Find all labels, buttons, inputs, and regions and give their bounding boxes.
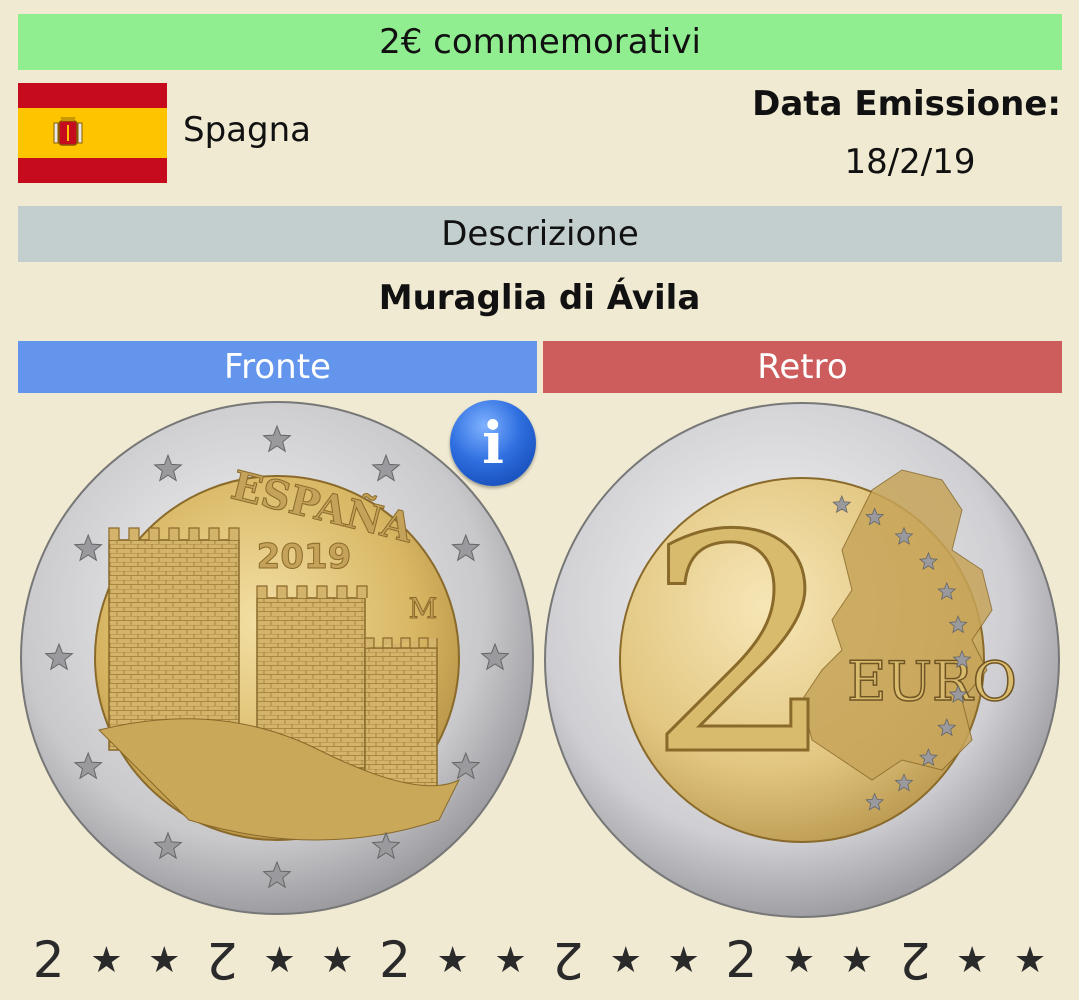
edge-star-icon: ★ bbox=[494, 939, 527, 981]
coin-edge-inscription: 2 ★ ★ 2 ★ ★ 2 ★ ★ 2 ★ ★ 2 ★ ★ 2 ★ ★ bbox=[0, 925, 1079, 995]
coin-star bbox=[73, 751, 103, 780]
edge-star-icon: ★ bbox=[782, 939, 816, 981]
edge-digit: 2 bbox=[725, 931, 758, 989]
coin-star bbox=[948, 615, 968, 634]
coin-star bbox=[952, 649, 972, 669]
issue-date-value: 18/2/19 bbox=[844, 142, 976, 182]
coin-star bbox=[262, 860, 292, 889]
edge-star-icon: ★ bbox=[263, 939, 296, 981]
coin-star bbox=[918, 551, 939, 571]
coin-front-image: ESPAÑA 2019 M bbox=[20, 401, 534, 915]
coin-star bbox=[937, 718, 957, 737]
country-name: Spagna bbox=[183, 110, 311, 150]
edge-digit: 2 bbox=[32, 931, 65, 989]
coin-star bbox=[73, 533, 103, 562]
coin-front-stars bbox=[44, 424, 510, 889]
coin-star bbox=[153, 453, 183, 482]
coin-star bbox=[865, 792, 885, 811]
coin-star bbox=[937, 581, 957, 601]
edge-digit: 2 bbox=[898, 931, 931, 989]
info-icon[interactable]: i bbox=[450, 400, 536, 486]
coin-star bbox=[153, 831, 183, 860]
edge-star-icon: ★ bbox=[667, 939, 700, 981]
coin-star bbox=[262, 424, 292, 453]
description-header: Descrizione bbox=[18, 206, 1062, 262]
edge-star-icon: ★ bbox=[609, 939, 642, 981]
coin-star bbox=[44, 642, 74, 671]
edge-digit: 2 bbox=[552, 931, 585, 989]
coin-back-stars bbox=[832, 494, 972, 811]
edge-star-icon: ★ bbox=[436, 939, 469, 981]
coin-back-image: 2 EURO bbox=[544, 402, 1060, 918]
coin-star bbox=[865, 507, 885, 526]
edge-star-icon: ★ bbox=[1013, 939, 1047, 981]
coin-star bbox=[371, 453, 401, 482]
page-title: 2€ commemorativi bbox=[18, 14, 1062, 70]
coin-star bbox=[894, 526, 914, 545]
edge-digit: 2 bbox=[379, 931, 411, 989]
tab-back[interactable]: Retro bbox=[543, 341, 1062, 393]
coin-star bbox=[948, 684, 968, 704]
coin-star bbox=[480, 642, 510, 671]
tab-front[interactable]: Fronte bbox=[18, 341, 537, 393]
coin-star bbox=[371, 831, 401, 860]
edge-star-icon: ★ bbox=[955, 939, 989, 981]
edge-digit: 2 bbox=[205, 931, 238, 989]
coin-star bbox=[451, 751, 481, 780]
issue-date-label: Data Emissione: bbox=[752, 84, 1061, 124]
description-text: Muraglia di Ávila bbox=[378, 278, 701, 318]
edge-star-icon: ★ bbox=[90, 939, 123, 981]
coin-star bbox=[832, 494, 852, 514]
spain-flag-icon bbox=[18, 83, 167, 183]
coin-currency: EURO bbox=[847, 650, 1017, 713]
edge-star-icon: ★ bbox=[148, 939, 181, 981]
coin-mint-mark: M bbox=[409, 592, 438, 625]
edge-star-icon: ★ bbox=[840, 939, 873, 981]
coin-star bbox=[451, 533, 481, 562]
coin-year-text: 2019 bbox=[257, 537, 352, 577]
coin-denomination: 2 bbox=[647, 472, 838, 821]
coin-star bbox=[894, 773, 914, 792]
edge-star-icon: ★ bbox=[321, 939, 354, 981]
coin-star bbox=[918, 748, 939, 767]
